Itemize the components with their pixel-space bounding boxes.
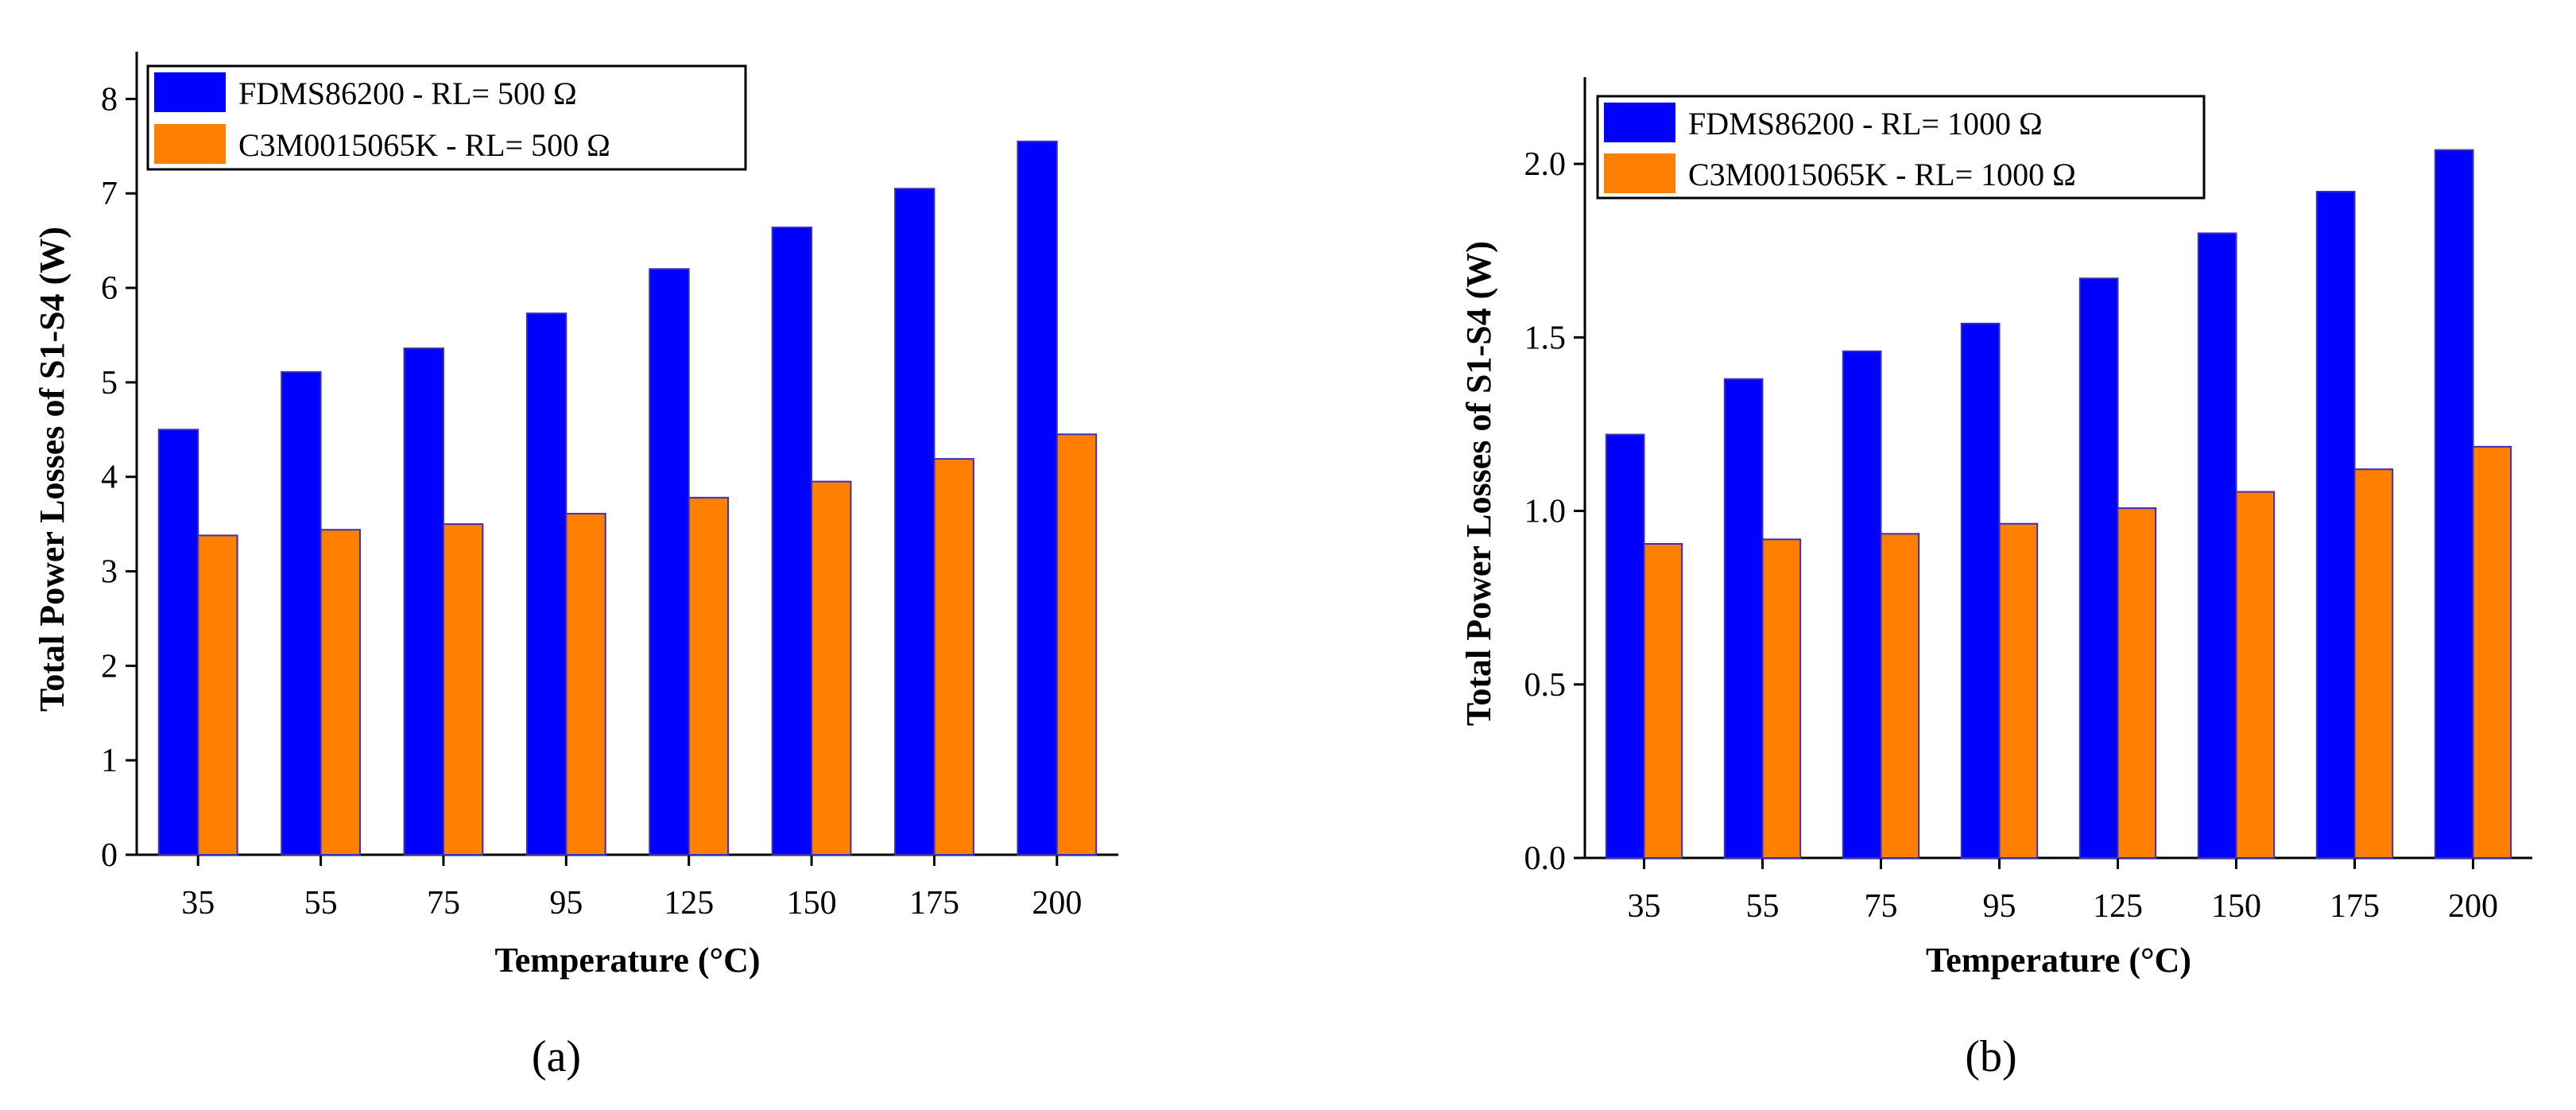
bar-series-2-150 <box>811 480 852 856</box>
x-tick-label: 35 <box>181 885 215 922</box>
x-tick-label: 150 <box>787 885 837 922</box>
y-tick-label: 1 <box>101 743 118 779</box>
y-tick-label: 0.5 <box>1524 667 1567 704</box>
legend-label-2: C3M0015065K - RL= 1000 Ω <box>1688 157 2076 192</box>
bar-series-1-95 <box>1960 322 2001 859</box>
bar-series-1-175 <box>894 188 935 856</box>
bar-series-1-35 <box>1605 433 1645 859</box>
x-tick-label: 175 <box>909 885 959 922</box>
y-tick-label: 3 <box>101 554 118 591</box>
legend-label-2: C3M0015065K - RL= 500 Ω <box>238 127 610 163</box>
x-tick-label: 35 <box>1628 888 1661 925</box>
legend-swatch-1 <box>154 72 226 112</box>
panel-caption-b: (b) <box>1965 1032 2016 1081</box>
x-axis-title: Temperature (°C) <box>1926 941 2191 980</box>
bar-series-2-35 <box>197 534 238 856</box>
bar-series-2-55 <box>320 529 361 856</box>
bar-series-2-95 <box>1998 522 2039 859</box>
legend-box <box>1596 95 2206 200</box>
bar-series-2-175 <box>933 458 974 856</box>
bar-series-2-55 <box>1761 538 1802 859</box>
bar-series-1-75 <box>403 347 444 856</box>
y-tick-label: 7 <box>101 176 118 212</box>
legend-swatch-2 <box>1604 153 1675 193</box>
bar-series-2-200 <box>2472 445 2512 859</box>
x-tick-label: 55 <box>304 885 338 922</box>
y-axis-title: Total Power Losses of S1-S4 (W) <box>33 227 72 712</box>
x-tick-label: 75 <box>1865 888 1898 925</box>
y-tick-label: 2.0 <box>1524 146 1567 183</box>
bar-series-1-200 <box>2434 149 2474 860</box>
legend-swatch-2 <box>154 124 226 164</box>
bar-series-1-150 <box>771 227 813 856</box>
x-tick-label: 150 <box>2211 888 2261 925</box>
bar-series-1-95 <box>525 312 567 856</box>
legend: FDMS86200 - RL= 500 Ω C3M0015065K - RL= 5… <box>146 64 747 171</box>
x-tick-label: 75 <box>427 885 460 922</box>
chart-panel-a: 0 1 2 3 4 5 6 7 8 35 55 75 95 125 150 175 200 Temperature… <box>33 52 1118 1081</box>
y-tick-label: 1.0 <box>1524 494 1567 530</box>
bar-series-1-55 <box>281 371 322 856</box>
bar-series-2-175 <box>2353 468 2394 860</box>
x-tick-label: 55 <box>1746 888 1780 925</box>
x-tick-label: 95 <box>1983 888 2016 925</box>
x-tick-label: 125 <box>2093 888 2143 925</box>
bar-series-2-95 <box>565 513 606 856</box>
x-tick-label: 125 <box>664 885 714 922</box>
bar-series-2-150 <box>2235 491 2276 859</box>
legend-swatch-1 <box>1604 103 1675 142</box>
bar-series-1-125 <box>649 268 690 856</box>
y-tick-label: 0.0 <box>1524 840 1567 877</box>
panel-caption-a: (a) <box>532 1032 581 1081</box>
x-tick-label: 200 <box>2448 888 2498 925</box>
y-tick-label: 2 <box>101 648 118 685</box>
x-tick-label: 200 <box>1032 885 1082 922</box>
y-tick-label: 1.5 <box>1524 320 1567 356</box>
bar-series-2-125 <box>688 496 730 856</box>
x-axis-title: Temperature (°C) <box>494 941 760 980</box>
bar-series-1-150 <box>2197 232 2237 859</box>
x-tick-label: 95 <box>549 885 583 922</box>
bar-series-2-35 <box>1643 543 1683 859</box>
y-tick-label: 6 <box>101 270 118 307</box>
bar-series-2-75 <box>1880 533 1920 859</box>
legend-box <box>146 64 747 171</box>
bar-series-1-125 <box>2078 278 2119 860</box>
legend-label-1: FDMS86200 - RL= 1000 Ω <box>1688 106 2043 142</box>
legend-label-1: FDMS86200 - RL= 500 Ω <box>238 76 577 111</box>
bar-series-1-35 <box>157 429 199 856</box>
y-tick-label: 5 <box>101 365 118 402</box>
bar-series-1-175 <box>2315 191 2356 859</box>
bar-series-1-55 <box>1723 378 1764 859</box>
x-tick-label: 175 <box>2330 888 2380 925</box>
bar-series-1-75 <box>1842 350 1882 859</box>
bar-series-2-125 <box>2117 507 2157 860</box>
bar-series-2-200 <box>1056 433 1098 856</box>
legend: FDMS86200 - RL= 1000 Ω C3M0015065K - RL= … <box>1596 95 2206 200</box>
chart-panel-b: 0.0 0.5 1.0 1.5 2.0 35 55 75 95 125 150 175 200 Tempe… <box>1459 77 2532 1081</box>
y-tick-label: 0 <box>101 837 118 874</box>
y-tick-label: 8 <box>101 81 118 118</box>
bar-series-2-75 <box>442 523 484 856</box>
y-tick-label: 4 <box>101 460 118 496</box>
y-axis-title: Total Power Losses of S1-S4 (W) <box>1459 241 1498 726</box>
bar-series-1-200 <box>1017 140 1058 856</box>
